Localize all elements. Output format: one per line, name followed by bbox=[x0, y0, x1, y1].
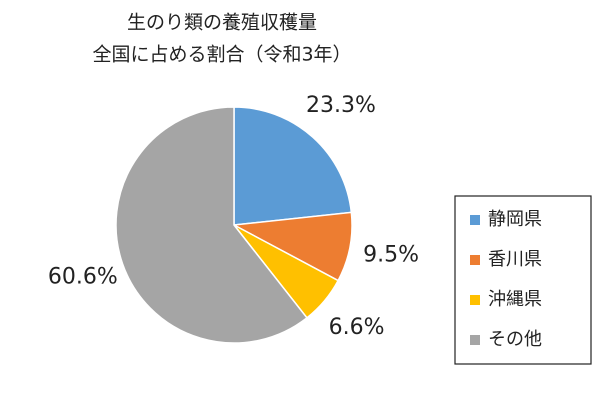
legend-label: 沖縄県 bbox=[488, 289, 542, 310]
legend-swatch bbox=[470, 335, 480, 345]
pie-slice bbox=[233, 106, 353, 226]
chart-title: 生のり類の養殖収穫量 bbox=[127, 12, 317, 34]
data-label: 60.6% bbox=[48, 264, 118, 289]
legend-label: 香川県 bbox=[488, 249, 542, 270]
data-label: 9.5% bbox=[363, 242, 419, 267]
legend-swatch bbox=[470, 255, 480, 265]
legend-swatch bbox=[470, 215, 480, 225]
data-label: 6.6% bbox=[329, 315, 385, 340]
legend-swatch bbox=[470, 295, 480, 305]
legend-label: 静岡県 bbox=[488, 209, 542, 230]
legend-label: その他 bbox=[488, 329, 542, 350]
pie-slice bbox=[115, 106, 308, 344]
data-label: 23.3% bbox=[306, 93, 376, 118]
chart-subtitle: 全国に占める割合（令和3年） bbox=[92, 44, 351, 66]
